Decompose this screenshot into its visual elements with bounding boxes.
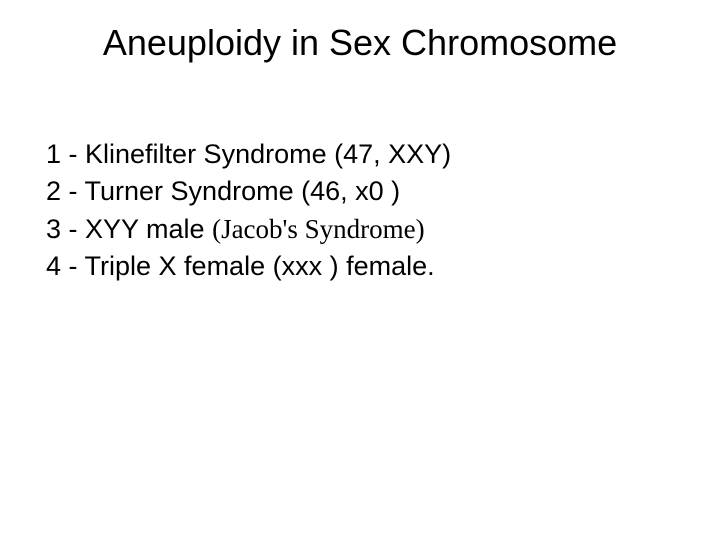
slide-title: Aneuploidy in Sex Chromosome [0,22,720,64]
slide-body: 1 - Klinefilter Syndrome (47, XXY) 2 - T… [46,136,666,285]
list-item: 2 - Turner Syndrome (46, x0 ) [46,173,666,210]
list-item: 1 - Klinefilter Syndrome (47, XXY) [46,136,666,173]
list-item-text: 3 - XYY male [46,214,212,244]
slide: Aneuploidy in Sex Chromosome 1 - Klinefi… [0,0,720,540]
list-item: 3 - XYY male (Jacob's Syndrome) [46,211,666,248]
list-item: 4 - Triple X female (xxx ) female. [46,248,666,285]
list-item-text-serif: (Jacob's Syndrome) [212,214,425,244]
